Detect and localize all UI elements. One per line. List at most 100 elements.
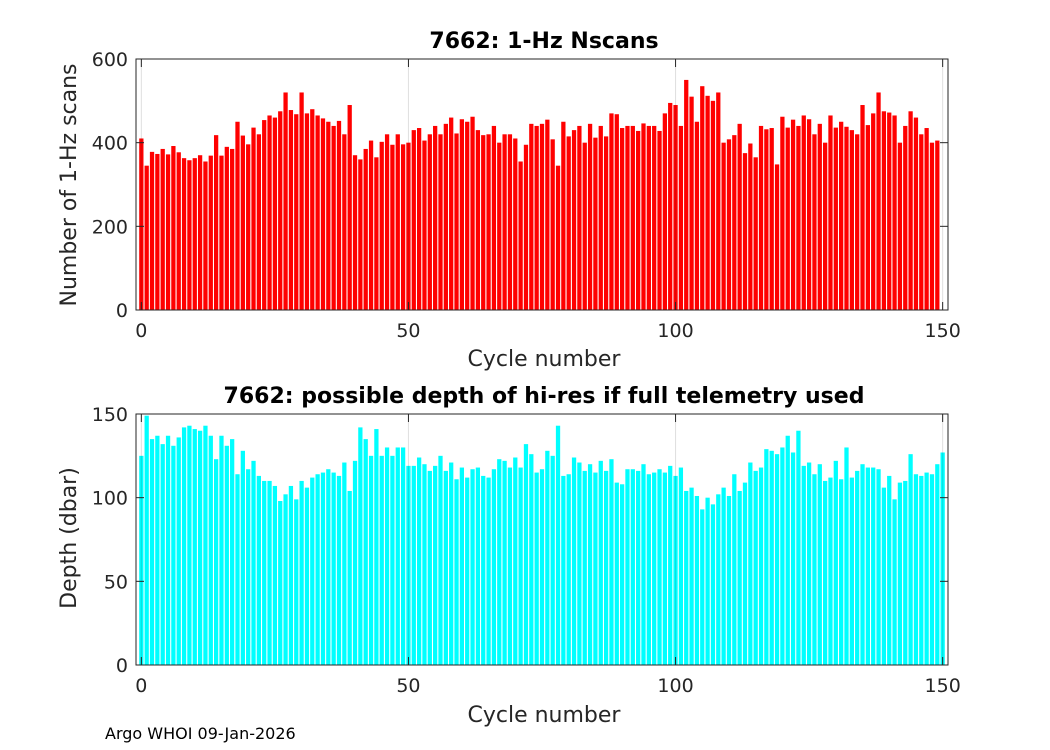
bar-cycle-110 (726, 139, 732, 310)
bar-cycle-16 (224, 146, 229, 310)
nscans-chart: 7662: 1-Hz Nscans 0 50 100 150 0 200 400 600 Cy… (57, 29, 961, 372)
bar-cycle-134 (855, 470, 860, 665)
bar-cycle-141 (892, 115, 897, 310)
bar-cycle-54 (427, 134, 432, 310)
bar-cycle-2 (149, 151, 155, 310)
bar-cycle-53 (422, 140, 427, 310)
bar-cycle-25 (272, 117, 278, 310)
bar-cycle-16 (224, 445, 229, 665)
bar-cycle-97 (657, 130, 662, 310)
bar-cycle-103 (689, 487, 694, 665)
bar-cycle-39 (347, 490, 352, 665)
bar-cycle-60 (459, 467, 464, 665)
bar-cycle-12 (203, 161, 208, 310)
bar-cycle-37 (336, 120, 342, 310)
bar-cycle-3 (155, 153, 160, 310)
bar-cycle-126 (812, 474, 817, 665)
bar-cycle-112 (737, 490, 742, 665)
bar-cycle-67 (497, 142, 502, 310)
bar-cycle-138 (876, 92, 881, 310)
bar-cycle-36 (331, 125, 336, 311)
bar-cycle-10 (192, 429, 197, 665)
bar-cycle-44 (374, 429, 379, 665)
bar-cycle-94 (641, 123, 646, 310)
bar-cycle-76 (545, 450, 550, 665)
bar-cycle-117 (764, 449, 769, 665)
bar-cycle-81 (571, 457, 577, 665)
chart-title: 7662: possible depth of hi-res if full t… (224, 384, 865, 409)
bar-cycle-82 (577, 462, 582, 665)
bar-cycle-9 (187, 425, 192, 665)
y-axis-label: Number of 1-Hz scans (57, 63, 82, 306)
bar-cycle-64 (481, 475, 486, 665)
bar-cycle-76 (545, 119, 550, 310)
bar-cycle-66 (491, 125, 497, 311)
bar-cycle-109 (721, 142, 726, 310)
bar-cycle-51 (411, 465, 416, 665)
bar-cycle-86 (598, 460, 603, 665)
y-tick-label-600: 600 (92, 49, 128, 71)
bar-cycle-11 (197, 155, 203, 310)
bar-cycle-125 (806, 462, 812, 665)
bar-cycle-49 (400, 144, 406, 310)
bar-cycle-15 (219, 435, 224, 665)
bar-cycle-123 (796, 430, 801, 665)
bar-cycle-147 (924, 472, 929, 665)
bar-cycle-115 (753, 157, 758, 310)
bar-cycle-100 (673, 105, 678, 311)
bar-cycle-117 (764, 129, 769, 310)
bar-cycle-142 (897, 482, 903, 665)
bar-cycle-147 (924, 128, 929, 310)
bar-cycle-25 (272, 485, 278, 665)
bar-cycle-14 (213, 459, 219, 665)
bar-cycle-43 (368, 140, 374, 310)
bar-cycle-49 (400, 447, 406, 665)
bar-cycle-21 (251, 127, 256, 310)
bar-cycle-23 (262, 120, 267, 310)
bar-cycle-98 (662, 472, 667, 665)
bar-cycle-118 (769, 128, 774, 310)
bar-cycle-44 (374, 157, 379, 310)
bar-cycle-139 (881, 487, 887, 665)
bar-cycle-34 (320, 472, 326, 665)
bar-cycle-129 (828, 115, 833, 310)
bar-cycle-143 (903, 125, 908, 311)
bar-cycle-72 (523, 144, 529, 310)
y-tick-label-100: 100 (92, 488, 128, 510)
bar-cycle-98 (662, 113, 667, 310)
bar-cycle-8 (181, 158, 187, 310)
bar-cycle-107 (710, 100, 716, 310)
bar-cycle-67 (497, 459, 502, 665)
bar-cycle-66 (491, 469, 497, 665)
bar-cycle-82 (577, 125, 582, 311)
bar-cycle-145 (913, 117, 919, 310)
bar-cycle-90 (619, 484, 625, 665)
bar-cycle-30 (299, 480, 304, 665)
bar-cycle-27 (283, 92, 288, 310)
bar-cycle-142 (897, 142, 903, 310)
bar-cycle-99 (668, 465, 673, 665)
bar-cycle-112 (737, 123, 742, 310)
x-axis-label: Cycle number (468, 703, 622, 728)
bar-cycle-130 (833, 460, 838, 665)
bar-cycle-40 (352, 460, 358, 665)
bar-cycle-50 (406, 465, 411, 665)
bar-cycle-127 (817, 464, 822, 665)
bar-cycle-148 (929, 142, 935, 310)
bar-cycle-61 (465, 477, 470, 665)
bar-cycle-146 (919, 134, 924, 310)
bar-cycle-91 (625, 125, 630, 311)
bar-cycle-28 (288, 110, 294, 310)
bar-cycle-69 (507, 467, 513, 665)
bar-cycle-19 (240, 135, 245, 310)
axes-frame (135, 413, 949, 666)
y-tick-label-200: 200 (92, 216, 128, 238)
bar-cycle-111 (732, 135, 737, 310)
bar-cycle-111 (732, 474, 737, 665)
bar-cycle-119 (774, 454, 780, 665)
bar-series (139, 79, 940, 311)
bar-cycle-29 (294, 114, 299, 310)
bar-cycle-121 (785, 435, 790, 665)
bar-cycle-68 (502, 460, 507, 665)
